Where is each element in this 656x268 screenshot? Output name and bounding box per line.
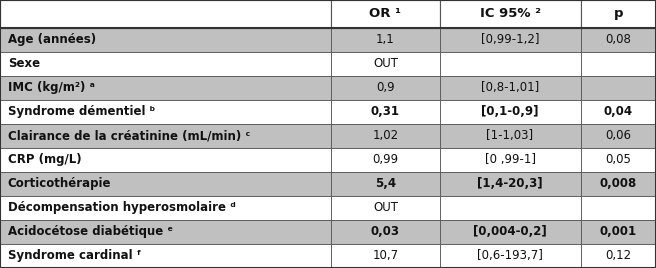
Text: p: p (613, 7, 623, 20)
Bar (0, 196, 331, 220)
Text: OUT: OUT (373, 57, 398, 70)
Bar (581, 100, 656, 124)
Text: IMC (kg/m²) ᵃ: IMC (kg/m²) ᵃ (8, 81, 94, 94)
Text: Age (années): Age (années) (8, 33, 96, 46)
Text: 5,4: 5,4 (375, 177, 396, 190)
Bar (581, 0, 656, 28)
Bar (581, 220, 656, 244)
Bar (440, 100, 581, 124)
Bar (440, 76, 581, 100)
Text: [0,004-0,2]: [0,004-0,2] (473, 225, 547, 239)
Text: [0,8-1,01]: [0,8-1,01] (481, 81, 539, 94)
Text: Corticothérapie: Corticothérapie (8, 177, 112, 190)
Bar (0, 244, 331, 268)
Bar (331, 220, 440, 244)
Bar (0, 100, 331, 124)
Bar (581, 28, 656, 52)
Bar (331, 0, 440, 28)
Text: 10,7: 10,7 (373, 250, 398, 262)
Text: 1,02: 1,02 (373, 129, 398, 142)
Bar (0, 52, 331, 76)
Bar (331, 124, 440, 148)
Bar (0, 148, 331, 172)
Bar (0, 76, 331, 100)
Bar (581, 196, 656, 220)
Text: 0,06: 0,06 (605, 129, 631, 142)
Text: [0,1-0,9]: [0,1-0,9] (482, 105, 539, 118)
Text: [0,6-193,7]: [0,6-193,7] (477, 250, 543, 262)
Bar (440, 52, 581, 76)
Text: IC 95% ²: IC 95% ² (480, 7, 541, 20)
Text: [0 ,99-1]: [0 ,99-1] (485, 153, 535, 166)
Text: 0,04: 0,04 (604, 105, 633, 118)
Bar (440, 28, 581, 52)
Text: OUT: OUT (373, 202, 398, 214)
Bar (0, 124, 331, 148)
Bar (581, 172, 656, 196)
Bar (581, 244, 656, 268)
Bar (331, 172, 440, 196)
Bar (0, 220, 331, 244)
Bar (331, 52, 440, 76)
Bar (440, 124, 581, 148)
Bar (440, 148, 581, 172)
Bar (331, 148, 440, 172)
Text: 0,008: 0,008 (600, 177, 637, 190)
Text: [0,99-1,2]: [0,99-1,2] (481, 33, 539, 46)
Bar (0, 0, 331, 28)
Bar (440, 0, 581, 28)
Text: Acidocétose diabétique ᵉ: Acidocétose diabétique ᵉ (8, 225, 173, 239)
Text: Sexe: Sexe (8, 57, 40, 70)
Text: 0,99: 0,99 (373, 153, 398, 166)
Bar (331, 196, 440, 220)
Text: 0,05: 0,05 (605, 153, 631, 166)
Bar (581, 52, 656, 76)
Text: 1,1: 1,1 (376, 33, 395, 46)
Text: [1,4-20,3]: [1,4-20,3] (477, 177, 543, 190)
Text: 0,08: 0,08 (605, 33, 631, 46)
Text: Décompensation hyperosmolaire ᵈ: Décompensation hyperosmolaire ᵈ (8, 202, 236, 214)
Bar (581, 148, 656, 172)
Bar (440, 220, 581, 244)
Bar (331, 100, 440, 124)
Bar (331, 76, 440, 100)
Text: CRP (mg/L): CRP (mg/L) (8, 153, 81, 166)
Text: 0,001: 0,001 (600, 225, 637, 239)
Text: [1-1,03]: [1-1,03] (487, 129, 533, 142)
Bar (440, 172, 581, 196)
Bar (440, 196, 581, 220)
Text: 0,9: 0,9 (376, 81, 395, 94)
Bar (581, 124, 656, 148)
Bar (440, 244, 581, 268)
Bar (0, 28, 331, 52)
Text: Syndrome démentiel ᵇ: Syndrome démentiel ᵇ (8, 105, 155, 118)
Bar (581, 76, 656, 100)
Text: 0,12: 0,12 (605, 250, 631, 262)
Bar (331, 244, 440, 268)
Bar (0, 172, 331, 196)
Text: 0,31: 0,31 (371, 105, 400, 118)
Text: Syndrome cardinal ᶠ: Syndrome cardinal ᶠ (8, 250, 141, 262)
Text: Clairance de la créatinine (mL/min) ᶜ: Clairance de la créatinine (mL/min) ᶜ (8, 129, 250, 142)
Text: OR ¹: OR ¹ (369, 7, 401, 20)
Bar (0, 0, 656, 28)
Bar (331, 28, 440, 52)
Text: 0,03: 0,03 (371, 225, 400, 239)
